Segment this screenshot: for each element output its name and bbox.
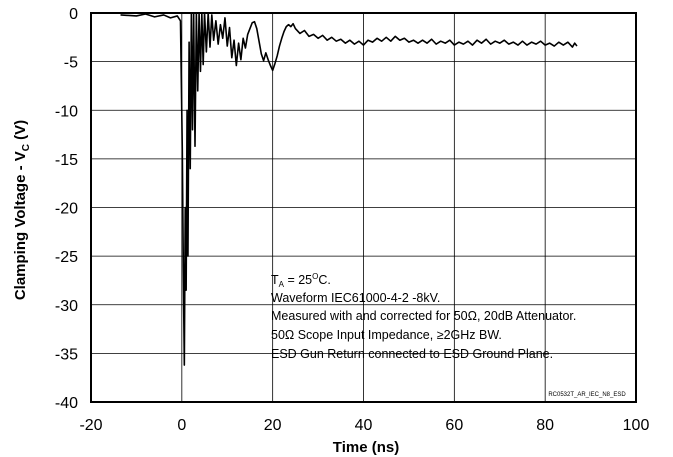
data-layer [120, 12, 578, 366]
y-tick-label: -25 [55, 249, 78, 266]
annotation-line-4: ESD Gun Return connected to ESD Ground P… [271, 347, 553, 361]
annotation-ta-main: T [271, 273, 279, 287]
annotation-ta-sup: O [312, 272, 318, 281]
figure-id: RC0532T_AR_IEC_N8_ESD [548, 392, 626, 398]
y-tick-label: -15 [55, 152, 78, 169]
y-tick-label: -5 [64, 55, 78, 72]
y-axis-title-main: Clamping Voltage - V [12, 151, 29, 300]
annotation-line-2: Measured with and corrected for 50Ω, 20d… [271, 309, 576, 323]
y-tick-label: -35 [55, 346, 78, 363]
x-tick-label: -20 [79, 417, 102, 434]
annotation-ta-sub: A [279, 280, 285, 289]
plot-area [90, 12, 637, 403]
y-tick-label: -10 [55, 103, 78, 120]
y-tick-label: -20 [55, 201, 78, 218]
x-tick-label: 60 [445, 417, 463, 434]
annotation-ta: TA = 25OC. [271, 272, 331, 289]
x-tick-label: 20 [264, 417, 282, 434]
y-axis-ticks: 0 -5 -10 -15 -20 -25 -30 -35 -40 [55, 6, 78, 412]
plot-border [90, 12, 637, 403]
y-axis-title: Clamping Voltage - VC (V) [12, 120, 32, 300]
series-line [120, 12, 578, 366]
annotation-ta-end: C. [318, 273, 331, 287]
x-tick-label: 100 [623, 417, 650, 434]
y-axis-title-unit: (V) [12, 120, 29, 144]
annotation-line-1: Waveform IEC61000-4-2 -8kV. [271, 291, 440, 305]
y-tick-label: -40 [55, 395, 78, 412]
annotation-block: TA = 25OC. Waveform IEC61000-4-2 -8kV. M… [271, 272, 576, 361]
y-tick-label: -30 [55, 298, 78, 315]
x-axis-title: Time (ns) [333, 439, 399, 456]
annotation-line-3: 50Ω Scope Input Impedance, ≥2GHz BW. [271, 328, 502, 342]
y-tick-label: 0 [69, 6, 78, 23]
x-tick-label: 80 [536, 417, 554, 434]
x-axis-ticks: -20 0 20 40 60 80 100 [79, 417, 649, 434]
x-tick-label: 40 [355, 417, 373, 434]
y-axis-title-sub: C [21, 144, 32, 151]
x-tick-label: 0 [177, 417, 186, 434]
annotation-ta-mid: = 25 [284, 273, 312, 287]
grid-lines [91, 13, 636, 402]
